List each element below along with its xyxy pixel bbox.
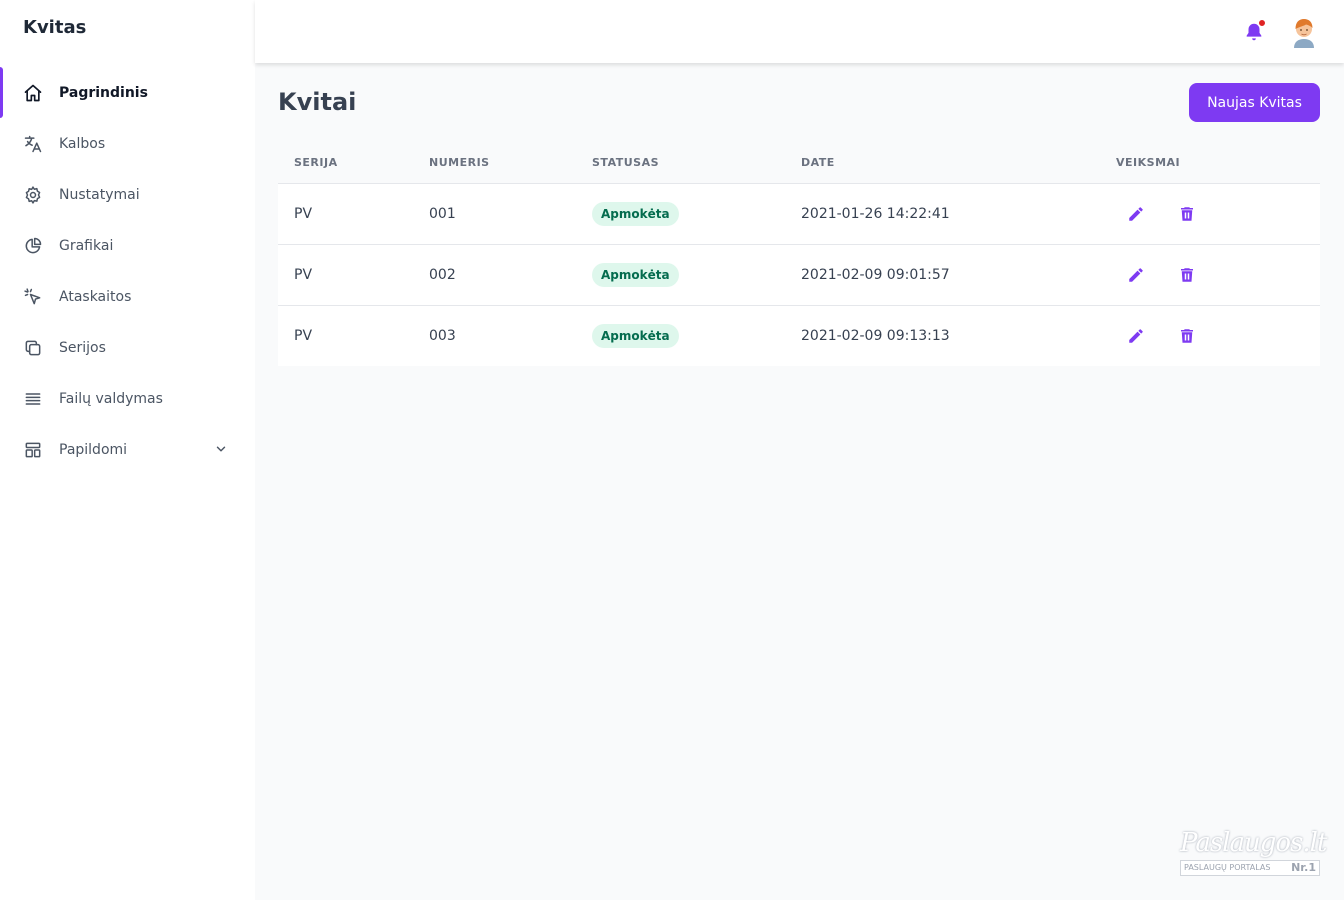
cell-date: 2021-01-26 14:22:41: [801, 205, 950, 222]
edit-icon[interactable]: [1124, 324, 1148, 348]
sidebar-item-kalbos[interactable]: Kalbos: [0, 118, 255, 169]
watermark-logo: Paslaugos.lt PASLAUGŲ PORTALAS Nr.1: [1180, 828, 1327, 880]
edit-icon[interactable]: [1124, 202, 1148, 226]
chevron-down-icon[interactable]: [214, 442, 228, 456]
trash-icon[interactable]: [1175, 263, 1199, 287]
avatar-icon[interactable]: [1289, 16, 1319, 48]
table-row: PV 001 Apmokėta 2021-01-26 14:22:41: [278, 183, 1320, 244]
sidebar-item-label: Failų valdymas: [59, 390, 163, 407]
watermark-subtitle: PASLAUGŲ PORTALAS Nr.1: [1180, 860, 1320, 876]
translate-icon: [23, 134, 43, 154]
cell-actions: [1100, 244, 1320, 305]
cell-numeris: 002: [429, 266, 456, 283]
notification-dot: [1258, 19, 1266, 27]
bell-icon[interactable]: [1243, 21, 1265, 43]
status-badge: Apmokėta: [592, 201, 679, 226]
sidebar-item-serijos[interactable]: Serijos: [0, 322, 255, 373]
top-header: [255, 0, 1344, 63]
column-header-date: DATE: [785, 142, 1100, 184]
edit-icon[interactable]: [1124, 263, 1148, 287]
sidebar-item-pagrindinis[interactable]: Pagrindinis: [0, 67, 255, 118]
watermark-badge: Nr.1: [1291, 861, 1316, 874]
sidebar-item-label: Ataskaitos: [59, 288, 132, 305]
copy-icon: [23, 338, 43, 358]
cell-date: 2021-02-09 09:13:13: [801, 327, 950, 344]
gear-icon: [23, 185, 43, 205]
sidebar-item-label: Kalbos: [59, 135, 106, 152]
cell-date: 2021-02-09 09:01:57: [801, 266, 950, 283]
sidebar-item-label: Grafikai: [59, 237, 114, 254]
table-row: PV 002 Apmokėta 2021-02-09 09:01:57: [278, 244, 1320, 305]
table-header-row: SERIJA NUMERIS STATUSAS DATE VEIKSMAI: [278, 142, 1320, 184]
cell-actions: [1100, 305, 1320, 366]
cell-actions: [1100, 183, 1320, 244]
sidebar-item-label: Pagrindinis: [59, 84, 148, 101]
receipts-table: SERIJA NUMERIS STATUSAS DATE VEIKSMAI PV…: [278, 142, 1320, 366]
cell-serija: PV: [294, 205, 313, 222]
sidebar-item-grafikai[interactable]: Grafikai: [0, 220, 255, 271]
cell-statusas: Apmokėta: [576, 244, 785, 305]
trash-icon[interactable]: [1175, 202, 1199, 226]
sidebar-item-label: Papildomi: [59, 441, 128, 458]
cursor-click-icon: [23, 287, 43, 307]
cell-numeris: 003: [429, 327, 456, 344]
main-content: Kvitai Naujas Kvitas SERIJA NUMERIS STAT…: [255, 63, 1344, 900]
status-badge: Apmokėta: [592, 323, 679, 348]
column-header-veiksmai: VEIKSMAI: [1100, 142, 1320, 184]
sidebar-item-label: Serijos: [59, 339, 106, 356]
sidebar-item-label: Nustatymai: [59, 186, 140, 203]
sidebar-item-failu-valdymas[interactable]: Failų valdymas: [0, 373, 255, 424]
home-icon: [23, 83, 43, 103]
sidebar-nav: Pagrindinis Kalbos Nustatymai Grafikai A…: [0, 67, 255, 475]
cell-serija: PV: [294, 327, 313, 344]
column-header-numeris: NUMERIS: [413, 142, 576, 184]
cell-statusas: Apmokėta: [576, 183, 785, 244]
trash-icon[interactable]: [1175, 324, 1199, 348]
column-header-statusas: STATUSAS: [576, 142, 785, 184]
new-receipt-button[interactable]: Naujas Kvitas: [1189, 83, 1320, 122]
table-row: PV 003 Apmokėta 2021-02-09 09:13:13: [278, 305, 1320, 366]
cell-numeris: 001: [429, 205, 456, 222]
sidebar-item-ataskaitos[interactable]: Ataskaitos: [0, 271, 255, 322]
app-brand[interactable]: Kvitas: [23, 17, 87, 38]
status-badge: Apmokėta: [592, 262, 679, 287]
page-title: Kvitai: [278, 88, 357, 116]
sidebar-item-papildomi[interactable]: Papildomi: [0, 424, 255, 475]
column-header-serija: SERIJA: [278, 142, 413, 184]
template-icon: [23, 440, 43, 460]
cell-statusas: Apmokėta: [576, 305, 785, 366]
sidebar-item-nustatymai[interactable]: Nustatymai: [0, 169, 255, 220]
watermark-subtitle-text: PASLAUGŲ PORTALAS: [1184, 863, 1271, 872]
watermark-title: Paslaugos.lt: [1180, 828, 1327, 858]
list-icon: [23, 389, 43, 409]
pie-chart-icon: [23, 236, 43, 256]
sidebar: Kvitas Pagrindinis Kalbos Nustatymai Gra…: [0, 0, 255, 900]
cell-serija: PV: [294, 266, 313, 283]
